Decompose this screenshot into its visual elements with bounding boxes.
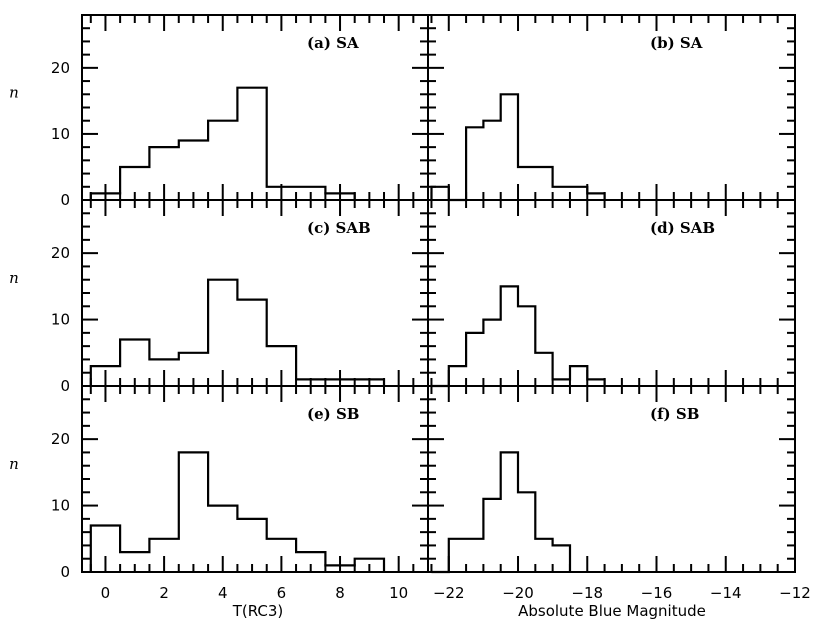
x-tick-label: 8	[335, 584, 345, 602]
histogram-(f) SB	[431, 451, 572, 574]
x-axis-label: T(RC3)	[232, 602, 284, 620]
x-tick-label: −18	[571, 584, 603, 602]
y-axis-label: n	[9, 455, 19, 473]
axis-ticks	[82, 14, 796, 573]
panel-label: (d) SAB	[650, 219, 715, 237]
histogram-bars	[89, 86, 606, 574]
panel-frame-1-1	[427, 199, 796, 387]
panel-frame-2-1	[427, 385, 796, 573]
chart-text: (a) SA (b) SA (c) SAB (d) SAB (e) SB (f) SB 0 1…	[9, 34, 811, 620]
panel-label: (a) SA	[307, 34, 359, 52]
panel-frames	[81, 14, 796, 573]
y-tick-label: 10	[51, 311, 70, 329]
panel-label: (c) SAB	[307, 219, 371, 237]
histogram-(b) SA	[430, 93, 606, 202]
y-tick-label: 20	[51, 59, 70, 77]
x-tick-label: 2	[159, 584, 169, 602]
y-tick-label: 10	[51, 497, 70, 515]
x-axis-label: Absolute Blue Magnitude	[518, 602, 706, 620]
x-tick-label: 4	[218, 584, 228, 602]
panel-frame-1-0	[81, 199, 429, 387]
y-tick-label: 0	[60, 191, 70, 209]
x-tick-label: −16	[641, 584, 673, 602]
x-tick-label: −20	[502, 584, 534, 602]
y-tick-label: 10	[51, 125, 70, 143]
x-tick-label: 6	[277, 584, 287, 602]
panel-label: (b) SA	[650, 34, 703, 52]
y-tick-label: 0	[60, 377, 70, 395]
panel-frame-0-1	[427, 14, 796, 201]
panel-frame-0-0	[81, 14, 429, 201]
histogram-(e) SB	[89, 451, 386, 572]
x-tick-label: 0	[101, 584, 111, 602]
y-tick-label: 0	[60, 563, 70, 581]
histogram-(d) SAB	[431, 285, 606, 388]
histogram-(a) SA	[89, 86, 356, 200]
x-tick-label: −22	[433, 584, 465, 602]
x-tick-label: −12	[779, 584, 811, 602]
y-tick-label: 20	[51, 430, 70, 448]
histogram-(c) SAB	[89, 278, 386, 386]
y-tick-label: 20	[51, 244, 70, 262]
panel-label: (f) SB	[650, 405, 699, 423]
y-axis-label: n	[9, 269, 19, 287]
panel-label: (e) SB	[307, 405, 359, 423]
x-tick-label: 10	[389, 584, 408, 602]
y-axis-label: n	[9, 84, 19, 102]
panel-frame-2-0	[81, 385, 429, 573]
x-tick-label: −14	[710, 584, 742, 602]
